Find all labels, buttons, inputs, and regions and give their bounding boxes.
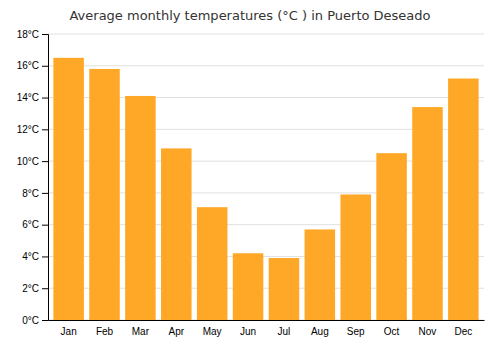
tick-label: Jun bbox=[240, 326, 256, 337]
tick-label: 16°C bbox=[17, 60, 39, 71]
tick: Jun bbox=[240, 326, 256, 337]
tick-label: 12°C bbox=[17, 124, 39, 135]
chart-container: 0°C 2°C 4°C 6°C 8°C 10°C 12°C 14°C 16°C 18°C Jan Fe… bbox=[0, 0, 500, 350]
tick: Nov bbox=[419, 326, 437, 337]
tick: Mar bbox=[132, 326, 150, 337]
plot-area: 0°C 2°C 4°C 6°C 8°C 10°C 12°C 14°C 16°C 18°C Jan Fe… bbox=[17, 29, 485, 337]
tick: 6°C bbox=[22, 219, 48, 230]
tick-label: 18°C bbox=[17, 29, 39, 40]
tick: 2°C bbox=[22, 283, 48, 294]
bar bbox=[161, 148, 192, 320]
tick-label: 2°C bbox=[22, 283, 39, 294]
tick: 16°C bbox=[17, 60, 48, 71]
tick-label: Feb bbox=[96, 326, 114, 337]
tick-mark bbox=[42, 129, 48, 130]
tick-label: Apr bbox=[169, 326, 185, 337]
tick-label: Sep bbox=[347, 326, 365, 337]
tick-mark bbox=[42, 161, 48, 162]
tick: 4°C bbox=[22, 251, 48, 262]
tick-mark bbox=[42, 320, 48, 321]
tick-mark bbox=[42, 98, 48, 99]
tick-label: 8°C bbox=[22, 188, 39, 199]
x-axis: Jan Feb Mar Apr May Jun Jul Aug Sep Oct Nov Dec bbox=[49, 321, 485, 338]
tick: Feb bbox=[96, 326, 114, 337]
tick-label: 6°C bbox=[22, 219, 39, 230]
grid-line bbox=[48, 65, 484, 66]
bar bbox=[269, 258, 300, 320]
tick-mark bbox=[42, 225, 48, 226]
tick-label: Mar bbox=[132, 326, 150, 337]
grid bbox=[48, 34, 484, 320]
tick-label: Dec bbox=[454, 326, 472, 337]
bar bbox=[376, 153, 407, 320]
tick: Aug bbox=[311, 326, 329, 337]
tick: 14°C bbox=[17, 92, 48, 103]
tick-mark bbox=[42, 193, 48, 194]
tick-label: Oct bbox=[384, 326, 400, 337]
tick: 10°C bbox=[17, 156, 48, 167]
tick: 12°C bbox=[17, 124, 48, 135]
chart-svg: 0°C 2°C 4°C 6°C 8°C 10°C 12°C 14°C 16°C 18°C Jan Fe… bbox=[0, 0, 500, 350]
bar bbox=[233, 253, 264, 320]
tick-mark bbox=[42, 66, 48, 67]
bar bbox=[448, 78, 479, 320]
tick-label: 0°C bbox=[22, 315, 39, 326]
bar bbox=[305, 229, 336, 320]
tick: 8°C bbox=[22, 188, 48, 199]
bar bbox=[125, 96, 156, 320]
tick-label: 10°C bbox=[17, 156, 39, 167]
tick: Dec bbox=[454, 326, 472, 337]
tick: Jul bbox=[278, 326, 291, 337]
tick-label: Nov bbox=[419, 326, 437, 337]
tick: Apr bbox=[169, 326, 185, 337]
tick-label: Jul bbox=[278, 326, 291, 337]
tick-label: Jan bbox=[61, 326, 77, 337]
tick-label: 14°C bbox=[17, 92, 39, 103]
tick-label: Aug bbox=[311, 326, 329, 337]
bar bbox=[197, 207, 228, 320]
tick-mark bbox=[42, 34, 48, 35]
grid-line bbox=[48, 34, 484, 35]
tick: May bbox=[203, 326, 222, 337]
tick: 18°C bbox=[17, 29, 48, 40]
title: Average monthly temperatures (°C ) in Pu… bbox=[69, 8, 430, 23]
y-axis: 0°C 2°C 4°C 6°C 8°C 10°C 12°C 14°C 16°C 18°C bbox=[17, 29, 49, 326]
tick-label: 4°C bbox=[22, 251, 39, 262]
tick-mark bbox=[42, 256, 48, 257]
tick: Oct bbox=[384, 326, 400, 337]
tick: Jan bbox=[61, 326, 77, 337]
bar bbox=[53, 58, 84, 320]
tick: 0°C bbox=[22, 315, 48, 326]
bar bbox=[412, 107, 443, 320]
axis-line bbox=[49, 320, 485, 321]
bar bbox=[89, 69, 120, 320]
tick-mark bbox=[42, 288, 48, 289]
bar bbox=[340, 194, 371, 320]
tick: Sep bbox=[347, 326, 365, 337]
bars bbox=[53, 58, 478, 320]
axis-line bbox=[42, 35, 49, 321]
tick-label: May bbox=[203, 326, 222, 337]
